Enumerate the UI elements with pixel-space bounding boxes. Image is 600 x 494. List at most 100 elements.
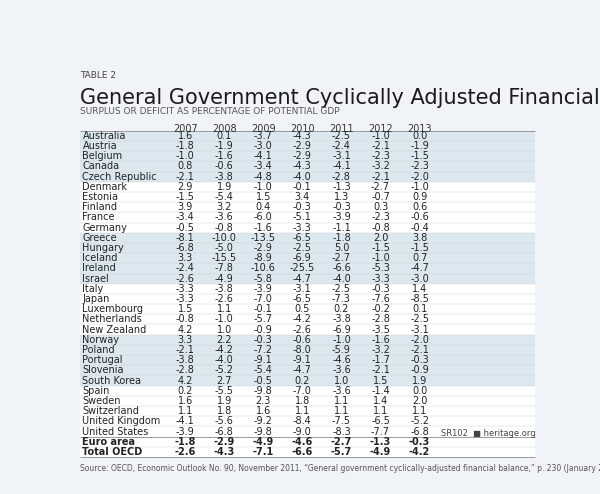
Bar [80,426,535,437]
Bar [80,243,535,253]
Text: -4.3: -4.3 [293,162,312,171]
Text: Iceland: Iceland [82,253,118,263]
Text: -5.7: -5.7 [254,314,273,325]
Text: -2.4: -2.4 [176,263,194,273]
Text: -0.3: -0.3 [254,335,272,345]
Text: -2.6: -2.6 [176,274,194,284]
Text: SR102  ■ heritage.org: SR102 ■ heritage.org [441,429,535,438]
Bar [80,375,535,386]
Text: -4.7: -4.7 [410,263,429,273]
Text: 0.2: 0.2 [295,375,310,385]
Text: 0.2: 0.2 [178,386,193,396]
Text: -5.2: -5.2 [410,416,429,426]
Text: Germany: Germany [82,223,127,233]
Text: 0.1: 0.1 [217,131,232,141]
Text: -4.0: -4.0 [332,274,351,284]
Text: 0.0: 0.0 [412,386,427,396]
Text: -2.3: -2.3 [371,212,390,222]
Text: 3.3: 3.3 [178,335,193,345]
Text: -4.9: -4.9 [215,274,233,284]
Text: -0.2: -0.2 [371,304,390,314]
Text: -3.2: -3.2 [371,345,390,355]
Text: Czech Republic: Czech Republic [82,172,157,182]
Text: -2.1: -2.1 [410,345,429,355]
Text: -2.6: -2.6 [215,294,234,304]
Text: -0.8: -0.8 [215,223,233,233]
Text: -6.0: -6.0 [254,212,272,222]
Text: -3.5: -3.5 [371,325,390,334]
Text: -1.7: -1.7 [371,355,390,365]
Bar [80,365,535,375]
Text: Austria: Austria [82,141,117,151]
Text: -6.5: -6.5 [293,233,312,243]
Bar [80,345,535,355]
Text: Sweden: Sweden [82,396,121,406]
Text: -3.6: -3.6 [215,212,233,222]
Text: -5.6: -5.6 [215,416,234,426]
Text: 1.1: 1.1 [334,396,349,406]
Text: Japan: Japan [82,294,110,304]
Text: 2.7: 2.7 [217,375,232,385]
Text: 0.8: 0.8 [178,162,193,171]
Text: -3.6: -3.6 [332,386,351,396]
Text: -2.1: -2.1 [176,172,194,182]
Text: -7.7: -7.7 [371,426,390,437]
Text: -3.3: -3.3 [293,223,312,233]
Text: -3.1: -3.1 [410,325,429,334]
Text: -2.8: -2.8 [371,314,390,325]
Bar [80,162,535,171]
Text: South Korea: South Korea [82,375,142,385]
Text: -2.7: -2.7 [332,253,351,263]
Text: -2.1: -2.1 [371,172,390,182]
Text: -6.9: -6.9 [332,325,351,334]
Text: -2.1: -2.1 [371,141,390,151]
Bar [80,325,535,334]
Text: -1.8: -1.8 [175,437,196,447]
Bar [80,304,535,314]
Text: -2.9: -2.9 [254,243,273,253]
Text: -3.9: -3.9 [332,212,351,222]
Text: -4.6: -4.6 [292,437,313,447]
Text: -7.8: -7.8 [215,263,234,273]
Text: -5.4: -5.4 [215,192,234,202]
Text: -1.0: -1.0 [332,335,351,345]
Text: -4.3: -4.3 [214,447,235,457]
Text: -1.4: -1.4 [371,386,390,396]
Text: -2.7: -2.7 [371,182,390,192]
Text: -25.5: -25.5 [290,263,315,273]
Text: -7.5: -7.5 [332,416,351,426]
Text: -1.1: -1.1 [332,223,351,233]
Text: Belgium: Belgium [82,151,122,161]
Text: -2.8: -2.8 [332,172,351,182]
Text: 2011: 2011 [329,124,354,134]
Text: -4.3: -4.3 [293,131,312,141]
Text: -3.3: -3.3 [176,284,194,294]
Text: -9.8: -9.8 [254,386,272,396]
Text: 1.1: 1.1 [178,406,193,416]
Text: 4.2: 4.2 [178,375,193,385]
Text: SURPLUS OR DEFICIT AS PERCENTAGE OF POTENTIAL GDP: SURPLUS OR DEFICIT AS PERCENTAGE OF POTE… [80,107,339,116]
Text: -3.8: -3.8 [176,355,194,365]
Text: -5.9: -5.9 [332,345,351,355]
Text: -13.5: -13.5 [251,233,276,243]
Text: 3.4: 3.4 [295,192,310,202]
Text: 1.4: 1.4 [412,284,427,294]
Text: 3.8: 3.8 [412,233,427,243]
Text: 1.1: 1.1 [334,406,349,416]
Text: -6.5: -6.5 [293,294,312,304]
Text: -5.4: -5.4 [254,366,273,375]
Text: Slovenia: Slovenia [82,366,124,375]
Text: 2010: 2010 [290,124,314,134]
Text: -2.3: -2.3 [371,151,390,161]
Text: -1.0: -1.0 [371,253,390,263]
Bar [80,171,535,182]
Bar [80,131,535,141]
Text: Netherlands: Netherlands [82,314,142,325]
Bar [80,437,535,447]
Text: Euro area: Euro area [82,437,136,447]
Text: -9.0: -9.0 [293,426,312,437]
Text: -15.5: -15.5 [212,253,237,263]
Text: -6.8: -6.8 [176,243,194,253]
Text: -3.8: -3.8 [215,172,233,182]
Text: -1.5: -1.5 [176,192,194,202]
